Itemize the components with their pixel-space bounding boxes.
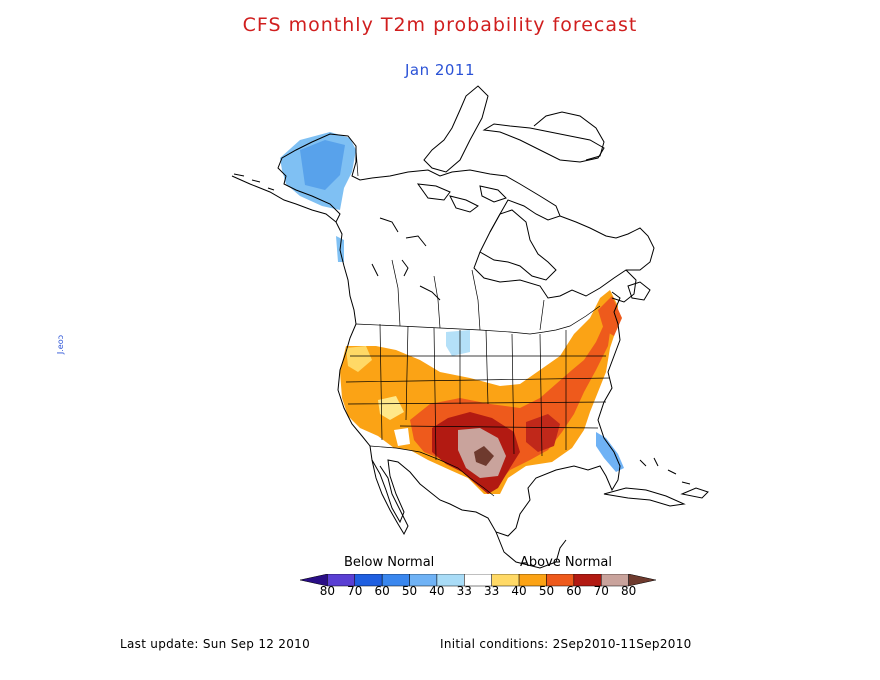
- florida-below-normal: [596, 432, 624, 472]
- colorbar-tick-label: 60: [566, 584, 582, 598]
- canada-provinces: [391, 259, 545, 331]
- colorbar-tick-label: 40: [429, 584, 445, 598]
- political-borders: [345, 149, 611, 497]
- us-west-coast: [335, 221, 621, 537]
- baja-peninsula: [371, 459, 409, 536]
- baffin-island: [423, 85, 489, 173]
- above-normal-max: [474, 446, 494, 466]
- bahamas: [639, 457, 691, 485]
- new-england-above-60: [598, 296, 622, 336]
- neutral-hole: [394, 428, 410, 446]
- colorbar-tick-label: 50: [538, 584, 555, 598]
- arctic-islands-2: [416, 183, 507, 213]
- colorbar-tick-label: 60: [374, 584, 390, 598]
- chart-subtitle: Jan 2011: [404, 61, 476, 79]
- colorbar-tick-label: 70: [593, 584, 609, 598]
- below-normal-label: Below Normal: [344, 555, 435, 570]
- hispaniola: [680, 487, 709, 499]
- above-normal-70-east: [526, 414, 560, 452]
- newfoundland: [627, 281, 651, 301]
- colorbar-tick-label: 50: [401, 584, 418, 598]
- colorbar: [300, 574, 657, 587]
- above-normal-33-patch-2: [378, 396, 404, 420]
- alaska-islands: [233, 173, 275, 191]
- alaska-border: [355, 149, 359, 177]
- greenland-coast: [533, 111, 605, 161]
- us-mexico-border: [369, 445, 495, 497]
- above-normal-label: Above Normal: [520, 555, 612, 570]
- coastlines: [231, 85, 709, 569]
- side-mark: J.eoɔ: [56, 335, 65, 355]
- chart-title: CFS monthly T2m probability forecast: [242, 14, 638, 36]
- initial-conditions: Initial conditions: 2Sep2010-11Sep2010: [440, 637, 692, 651]
- canada-lakes: [371, 217, 441, 301]
- hudson-bay: [479, 209, 557, 281]
- last-update: Last update: Sun Sep 12 2010: [120, 637, 311, 651]
- colorbar-tick-label: 40: [511, 584, 527, 598]
- above-normal-33-patch: [346, 346, 372, 372]
- alaska-coast: [231, 133, 373, 223]
- colorbar-swatch: [628, 574, 657, 587]
- dakota-below-normal: [446, 330, 470, 356]
- colorbar-tick-label: 80: [620, 584, 637, 598]
- canada-arctic-coast: [371, 169, 637, 303]
- colorbar-tick-label: 70: [347, 584, 363, 598]
- probability-shading: [280, 132, 624, 494]
- labrador-coast: [559, 215, 655, 271]
- colorbar-tick-label: 80: [319, 584, 336, 598]
- state-lines-vertical: [379, 323, 567, 461]
- state-lines-horizontal: [345, 355, 611, 429]
- us-canada-border: [355, 305, 601, 335]
- alaska-below-normal-core: [300, 140, 345, 190]
- arctic-islands: [482, 123, 605, 163]
- colorbar-tick-label: 33: [456, 584, 472, 598]
- mexico-east-coast: [495, 531, 567, 569]
- cuba: [603, 487, 686, 507]
- colorbar-tick-label: 33: [484, 584, 500, 598]
